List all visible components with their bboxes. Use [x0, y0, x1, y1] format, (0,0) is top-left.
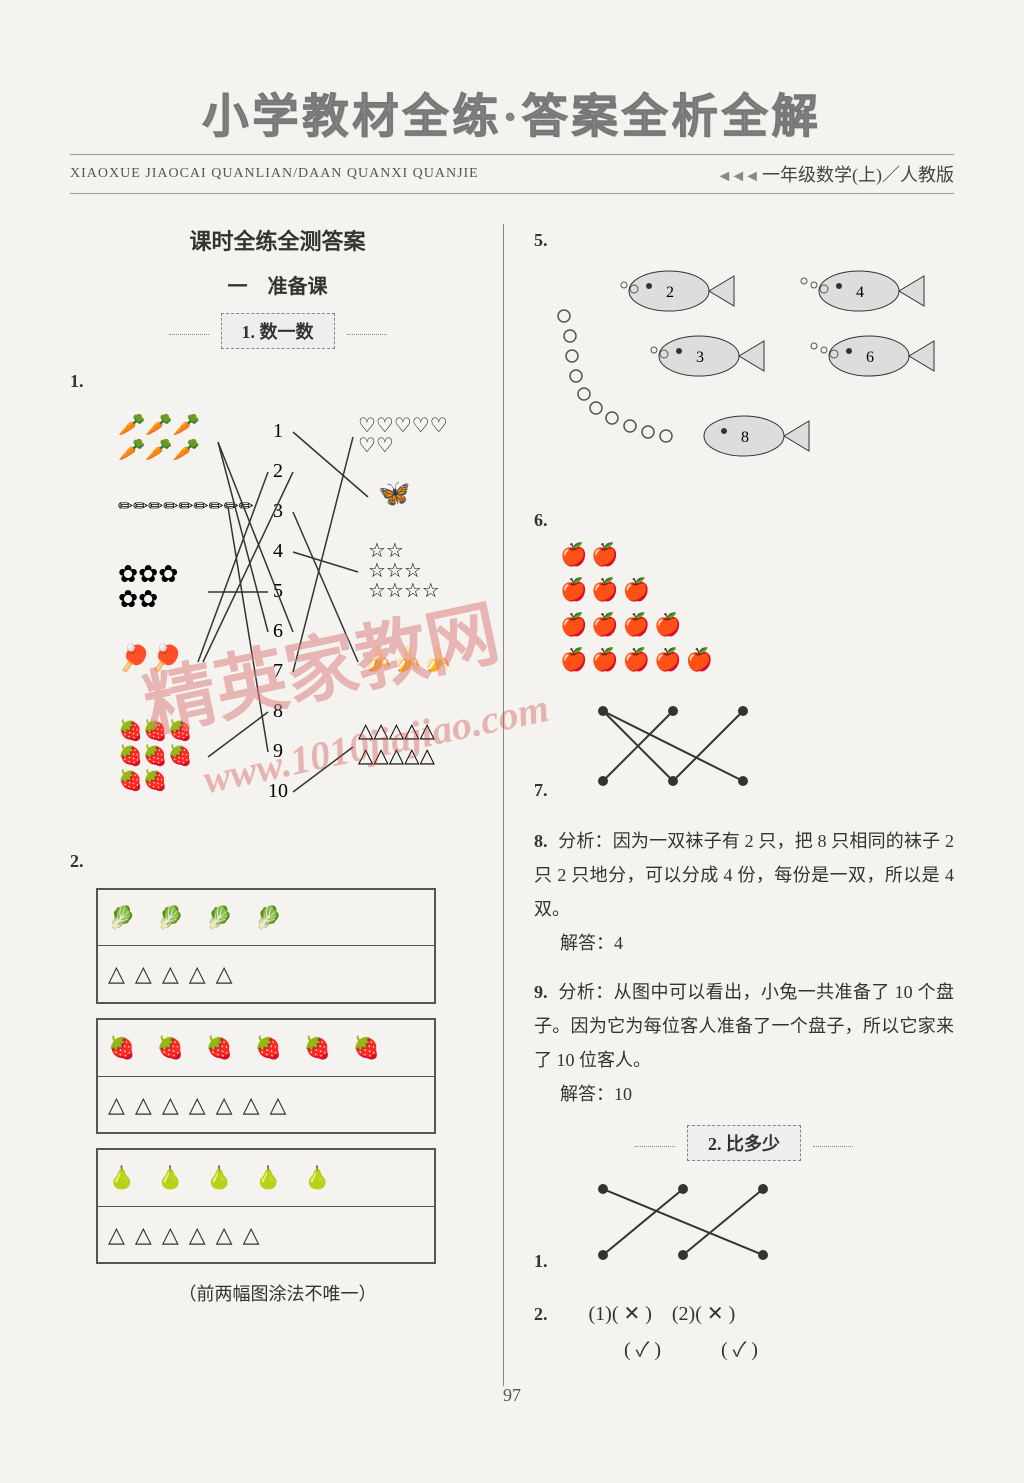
fish-num-6: 6 [866, 349, 874, 366]
sec2-q2-number: 2. [534, 1298, 558, 1330]
butterfly-icon: 🦋 [378, 479, 410, 508]
answers-section-title: 课时全练全测答案 [70, 224, 485, 256]
q2-block: 2. 🥬 🥬 🥬 🥬 △△△△△ 🍓 🍓 🍓 🍓 🍓 🍓 △△△△△△△ 🍐 🍐… [70, 845, 485, 1310]
strawberry-row: 🍓 🍓 🍓 🍓 🍓 🍓 [98, 1020, 434, 1077]
num-10: 10 [268, 780, 288, 802]
main-title: 小学教材全练·答案全析全解 [70, 80, 954, 146]
cabbage-row: 🥬 🥬 🥬 🥬 [98, 890, 434, 947]
grade-info: ◄◄◄ 一年级数学(上)／人教版 [716, 161, 954, 187]
exercise-2-header: 2. 比多少 [534, 1125, 954, 1161]
q7-number: 7. [534, 774, 558, 806]
num-9: 9 [273, 740, 283, 762]
triangle-row-3: △△△△△△ [98, 1207, 434, 1263]
q6-block: 6. 🍎🍎 🍎🍎🍎 🍎🍎🍎🍎 🍎🍎🍎🍎🍎 [534, 504, 954, 677]
sec2-q1-number: 1. [534, 1245, 558, 1277]
strawberries-icon-3: 🍓🍓 [118, 768, 168, 792]
q1-number: 1. [70, 365, 94, 397]
apple-row-3: 🍎🍎🍎🍎 [560, 607, 954, 642]
bubble-trail [558, 310, 672, 442]
triangle-row-1: △△△△△ [98, 946, 434, 1002]
right-column: 5. 2 4 [524, 224, 954, 1386]
q8-number: 8. [534, 824, 558, 858]
q2-box-2: 🍓 🍓 🍓 🍓 🍓 🍓 △△△△△△△ [96, 1018, 436, 1134]
rackets-icon: 🏓🏓 [118, 641, 183, 673]
pear-row: 🍐 🍐 🍐 🍐 🍐 [98, 1150, 434, 1207]
triangles-icon: △△△△△ [358, 720, 436, 742]
stars-icon-3: ☆☆☆☆ [368, 580, 440, 602]
num-7: 7 [273, 660, 283, 682]
exercise-1-header: 1. 数一数 [70, 313, 485, 349]
num-6: 6 [273, 620, 283, 642]
stars-icon-2: ☆☆☆ [368, 560, 422, 582]
apple-pyramid: 🍎🍎 🍎🍎🍎 🍎🍎🍎🍎 🍎🍎🍎🍎🍎 [560, 537, 954, 678]
sec2-q1-block: 1. [534, 1177, 954, 1277]
q5-number: 5. [534, 224, 558, 256]
carrots-icon: 🥕🥕🥕 [118, 412, 200, 437]
q9-text: 分析：从图中可以看出，小兔一共准备了 10 个盘子。因为它为每位客人准备了一个盘… [534, 982, 954, 1070]
q2-box-1: 🥬 🥬 🥬 🥬 △△△△△ [96, 888, 436, 1004]
fish-group: 2 4 3 6 8 [621, 271, 934, 456]
fish-num-4: 4 [856, 284, 864, 301]
matching-diagram: 🥕🥕🥕 🥕🥕🥕 ✏✏✏✏✏✏✏✏✏ ✿✿✿ ✿✿ 🏓🏓 🍓🍓🍓 🍓🍓🍓 🍓🍓 ♡… [78, 397, 478, 827]
q8-analysis: 8.分析：因为一双袜子有 2 只，把 8 只相同的袜子 2 只 2 只地分，可以… [534, 824, 954, 961]
apple-row-1: 🍎🍎 [560, 537, 954, 572]
worksheet-page: 小学教材全练·答案全析全解 XIAOXUE JIAOCAI QUANLIAN/D… [0, 0, 1024, 1426]
flowers-icon-2: ✿✿ [118, 587, 158, 613]
stars-icon: ☆☆ [368, 540, 404, 562]
exercise-1-label: 1. 数一数 [221, 313, 335, 349]
num-2: 2 [273, 460, 283, 482]
pinyin-subtitle: XIAOXUE JIAOCAI QUANLIAN/DAAN QUANXI QUA… [70, 166, 479, 182]
page-number: 97 [503, 1385, 521, 1406]
apple-row-2: 🍎🍎🍎 [560, 572, 954, 607]
q8-answer: 解答：4 [560, 926, 954, 960]
triangles-icon-2: △△△△△ [358, 745, 436, 767]
q8-text: 分析：因为一双袜子有 2 只，把 8 只相同的袜子 2 只 2 只地分，可以分成… [534, 831, 954, 919]
check-row-2: ( ✓ ) ( ✓ ) [584, 1339, 758, 1361]
fish-num-3: 3 [696, 349, 704, 366]
q9-number: 9. [534, 975, 558, 1009]
sec2-q1-diagram [583, 1177, 783, 1267]
q5-block: 5. 2 4 [534, 224, 954, 486]
sub-header-row: XIAOXUE JIAOCAI QUANLIAN/DAAN QUANXI QUA… [70, 154, 954, 194]
sec2-q2-block: 2. (1)( ✕ ) (2)( ✕ ) ( ✓ ) ( ✓ ) [534, 1296, 954, 1368]
hearts-icon: ♡♡♡♡♡ [358, 415, 448, 437]
grade-label: 一年级数学(上)／人教版 [762, 165, 954, 185]
hearts-icon-2: ♡♡ [358, 435, 394, 457]
strawberries-icon: 🍓🍓🍓 [118, 718, 193, 742]
left-column: 课时全练全测答案 一 准备课 1. 数一数 1. 🥕🥕🥕 🥕🥕🥕 ✏✏✏✏✏✏✏… [70, 224, 504, 1386]
q9-analysis: 9.分析：从图中可以看出，小兔一共准备了 10 个盘子。因为它为每位客人准备了一… [534, 975, 954, 1112]
matching-lines [198, 432, 368, 792]
fish-num-2: 2 [666, 284, 674, 301]
prep-lesson-title: 一 准备课 [70, 270, 485, 299]
num-4: 4 [273, 540, 283, 562]
two-column-layout: 课时全练全测答案 一 准备课 1. 数一数 1. 🥕🥕🥕 🥕🥕🥕 ✏✏✏✏✏✏✏… [70, 224, 954, 1386]
exercise-2-label: 2. 比多少 [687, 1125, 801, 1161]
q6-number: 6. [534, 504, 558, 536]
fish-diagram: 2 4 3 6 8 [534, 256, 954, 486]
strawberries-icon-2: 🍓🍓🍓 [118, 743, 193, 767]
apple-row-4: 🍎🍎🍎🍎🍎 [560, 642, 954, 677]
q7-cross-diagram [583, 696, 763, 796]
num-8: 8 [273, 700, 283, 722]
fish-svg: 2 4 3 6 8 [534, 256, 954, 486]
bananas-icon: 🍌🍌🍌 [363, 645, 453, 673]
triangle-row-2: △△△△△△△ [98, 1077, 434, 1133]
q7-block: 7. [534, 696, 954, 806]
q1-matching: 1. 🥕🥕🥕 🥕🥕🥕 ✏✏✏✏✏✏✏✏✏ ✿✿✿ ✿✿ 🏓🏓 🍓🍓🍓 🍓🍓🍓 🍓… [70, 365, 485, 827]
check-row-1: (1)( ✕ ) (2)( ✕ ) [589, 1303, 736, 1325]
q2-box-3: 🍐 🍐 🍐 🍐 🍐 △△△△△△ [96, 1148, 436, 1264]
carrots-icon-2: 🥕🥕🥕 [118, 437, 200, 462]
q2-number: 2. [70, 845, 94, 877]
arrow-icon: ◄◄◄ [716, 168, 758, 185]
fish-num-8: 8 [741, 429, 749, 446]
q2-caption: （前两幅图涂法不唯一） [70, 1278, 485, 1310]
num-1: 1 [273, 420, 283, 442]
page-header: 小学教材全练·答案全析全解 XIAOXUE JIAOCAI QUANLIAN/D… [70, 80, 954, 194]
flowers-icon: ✿✿✿ [118, 562, 178, 588]
q9-answer: 解答：10 [560, 1077, 954, 1111]
